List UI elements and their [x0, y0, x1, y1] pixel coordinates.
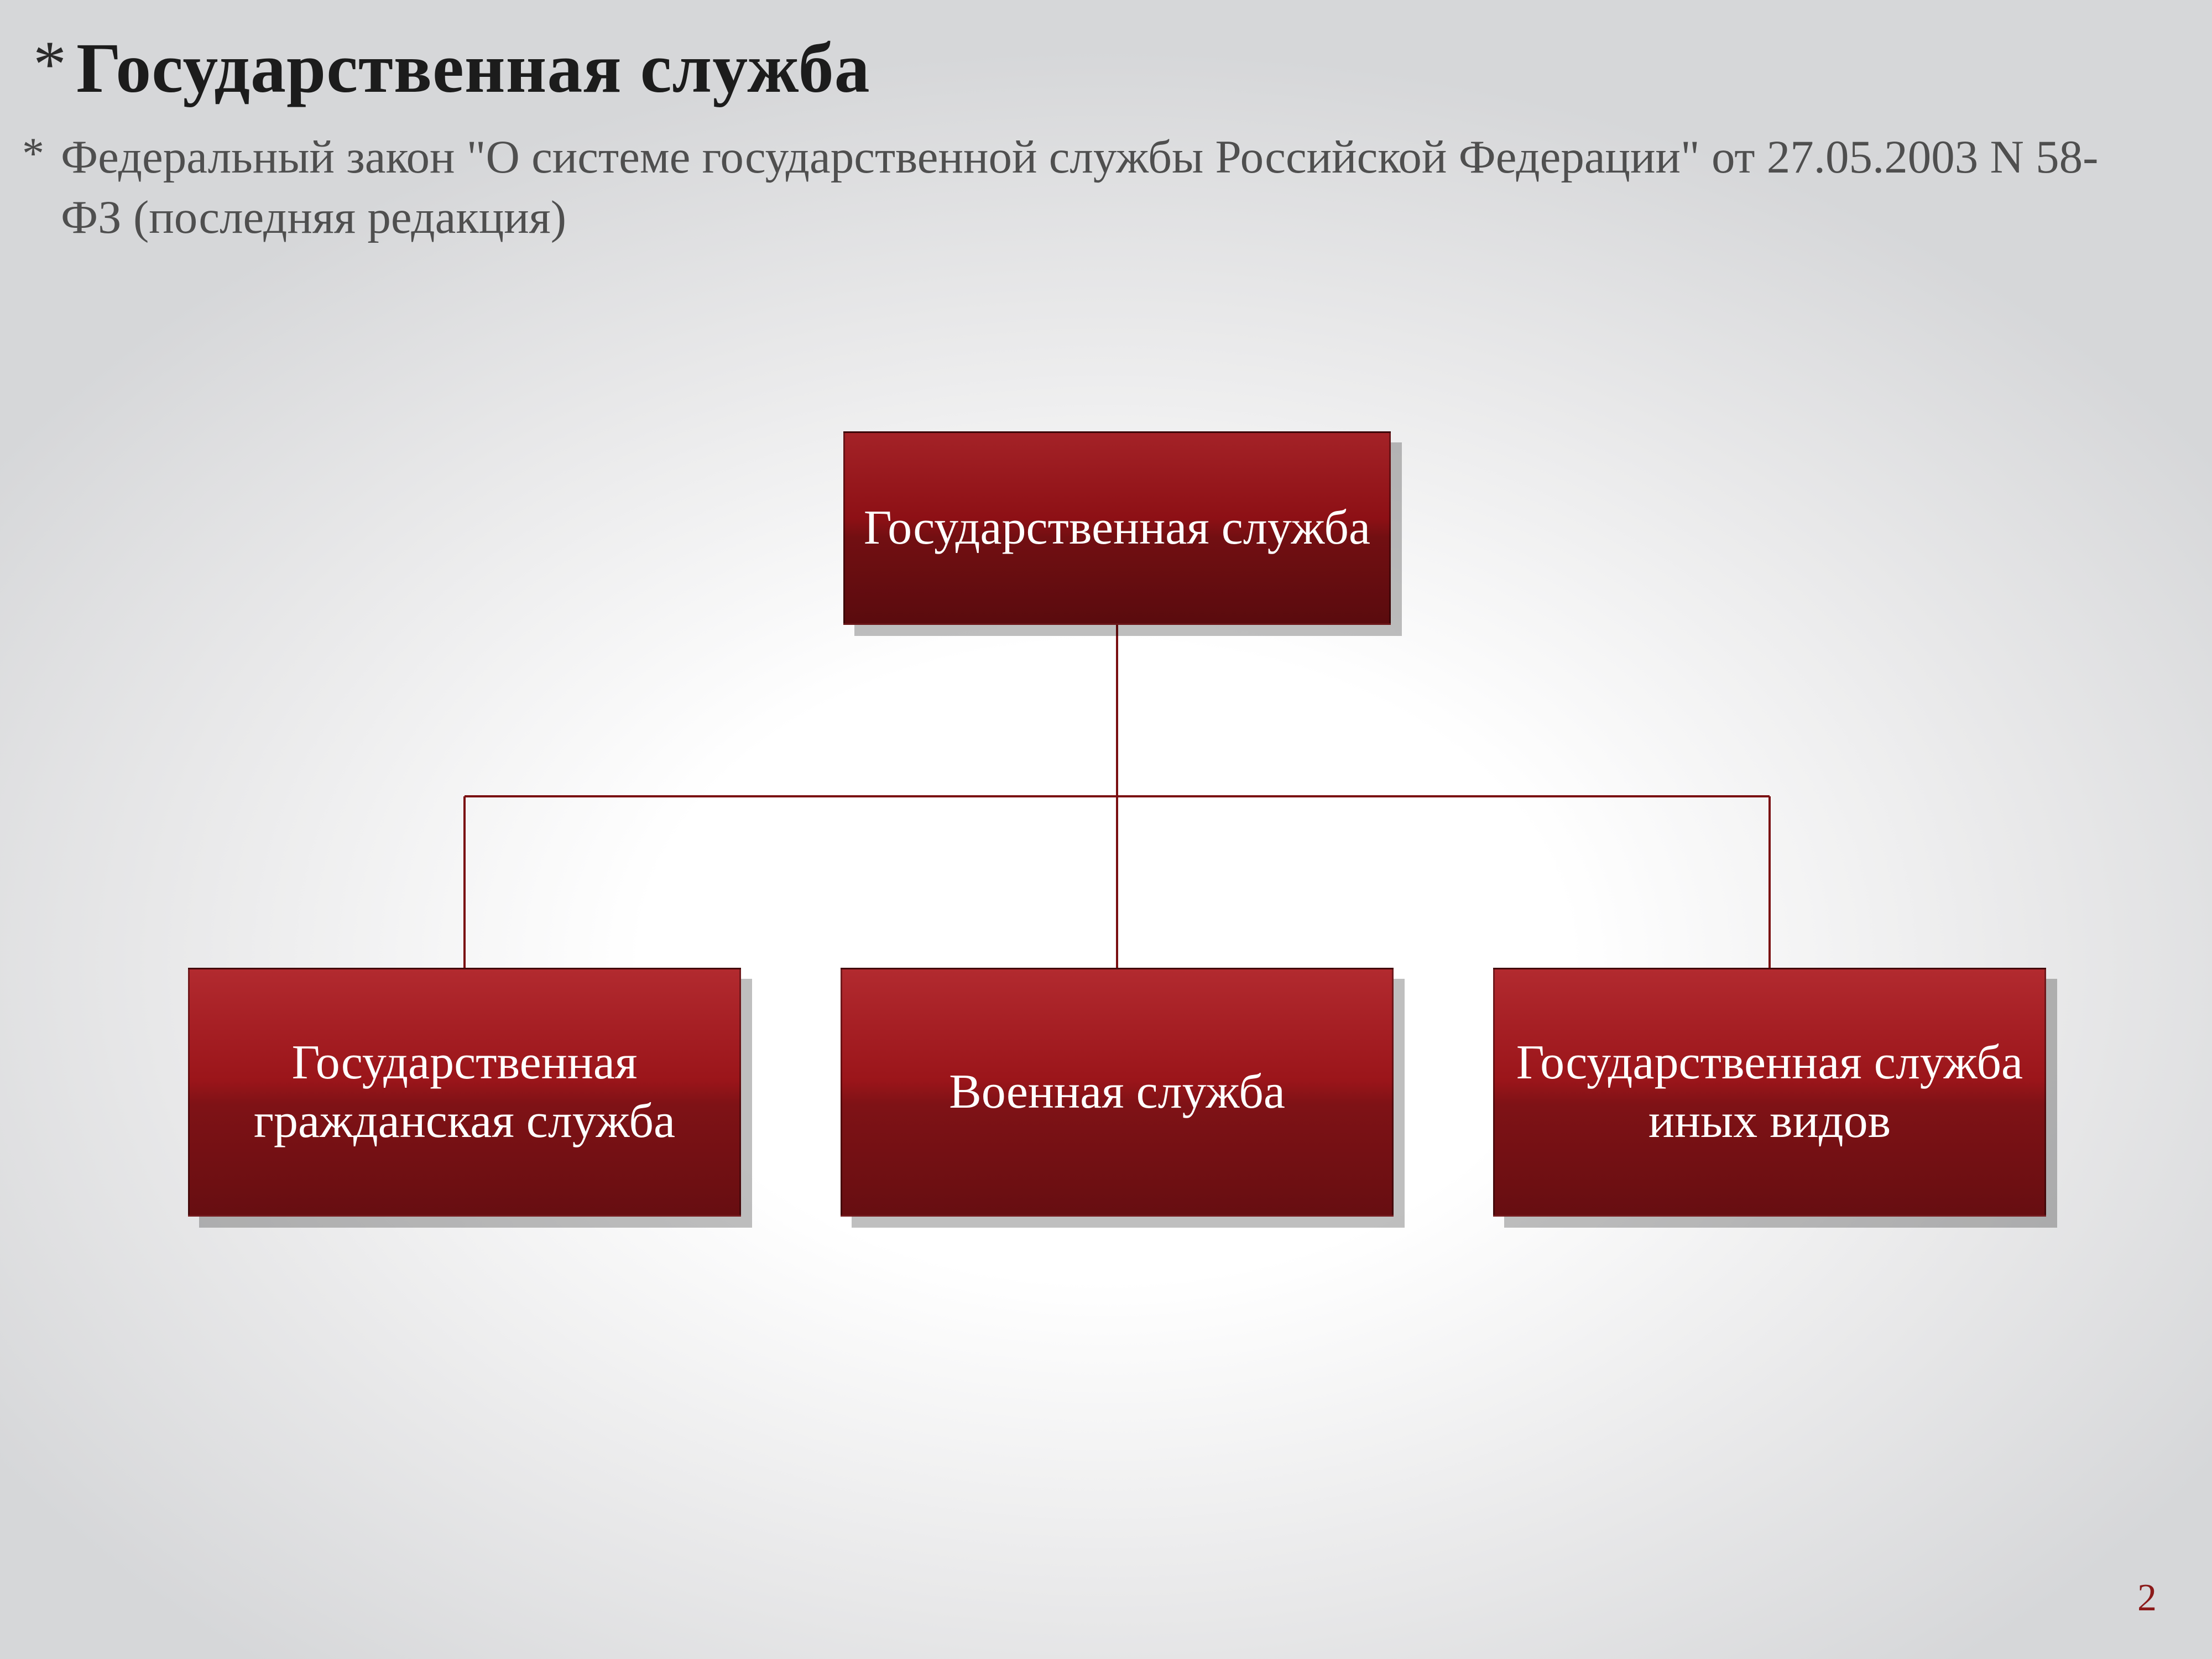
title-row: * Государственная служба: [33, 28, 870, 109]
title-bullet-icon: *: [33, 31, 66, 97]
chart-node-c2: Военная служба: [841, 968, 1394, 1217]
subtitle-text: Федеральный закон "О системе государстве…: [61, 127, 2146, 248]
slide: * Государственная служба * Федеральный з…: [0, 0, 2212, 1659]
subtitle-row: * Федеральный закон "О системе государст…: [22, 127, 2146, 248]
page-number: 2: [2137, 1576, 2157, 1620]
subtitle-bullet-icon: *: [22, 132, 44, 176]
chart-node-root: Государственная служба: [843, 431, 1391, 625]
page-title: Государственная служба: [76, 28, 870, 109]
org-chart: Государственная служба Государственная гр…: [0, 415, 2212, 1465]
chart-node-c1: Государственная гражданская служба: [188, 968, 741, 1217]
chart-node-c3: Государственная служба иных видов: [1493, 968, 2046, 1217]
